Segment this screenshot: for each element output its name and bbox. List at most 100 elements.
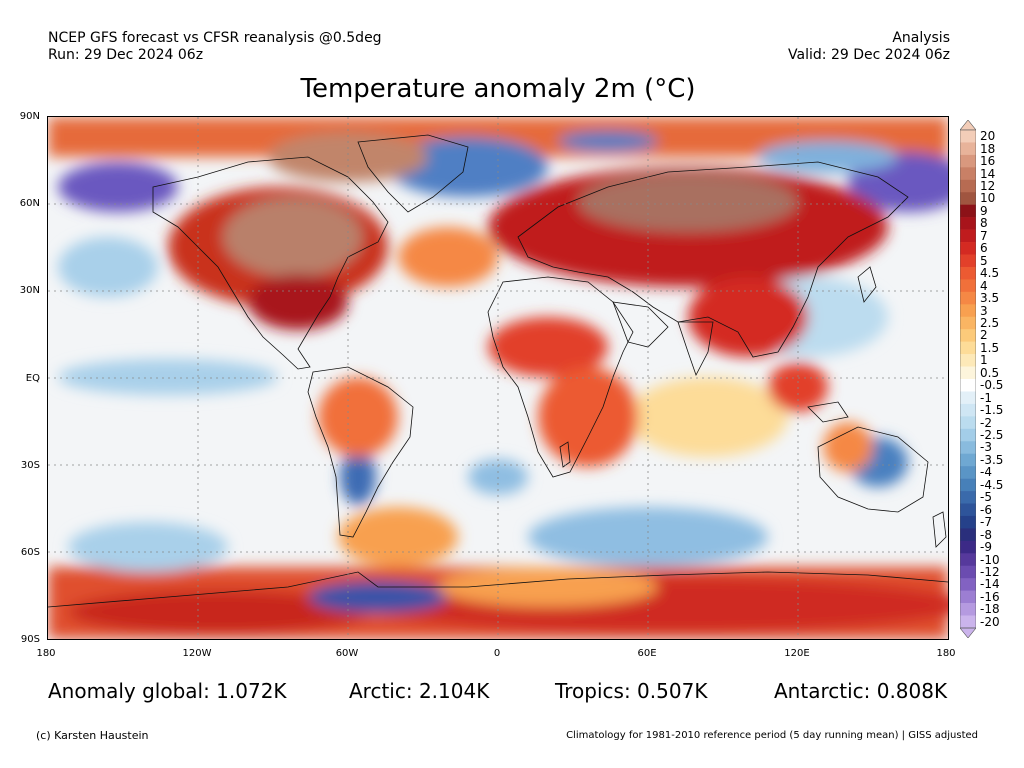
colorbar-swatch [960,142,976,156]
lon-label-60w: 60W [335,648,359,659]
colorbar-label: 9 [980,203,988,218]
colorbar-label: -4 [980,465,992,480]
lon-label-60e: 60E [637,648,657,659]
lon-label-180w: 180 [36,648,56,659]
lat-label-30n: 30N [19,285,40,296]
lon-label-180e: 180 [936,648,956,659]
colorbar-swatch [960,503,976,517]
colorbar-swatch [960,466,976,479]
colorbar-swatch [960,204,976,218]
colorbar-swatch [960,379,976,392]
lon-label-120w: 120W [182,648,212,659]
colorbar-swatch [960,441,976,454]
colorbar-swatch [960,478,976,492]
run-time: Run: 29 Dec 2024 06z [48,47,204,63]
colorbar-label: -3 [980,440,992,455]
colorbar-label: -5 [980,490,992,505]
colorbar-label: -0.5 [980,378,1004,393]
anomaly-stats: Anomaly global: 1.072K Arctic: 2.104K Tr… [0,679,1024,705]
colorbar-swatch [960,242,976,255]
colorbar-label: 7 [980,228,988,243]
colorbar-swatch [960,266,976,280]
colorbar-swatch [960,615,976,629]
colorbar-swatch [960,553,976,567]
colorbar-swatch [960,528,976,542]
colorbar-label: 20 [980,129,996,144]
colorbar-swatch [960,254,976,268]
colorbar-label: -20 [980,614,1000,629]
colorbar-swatch [960,279,976,293]
lat-label-60s: 60S [20,547,40,558]
colorbar-label: -12 [980,564,1000,579]
colorbar-swatch [960,540,976,554]
stat-tropics: Tropics: 0.507K [555,679,708,703]
colorbar-bottom-arrow [960,627,976,638]
colorbar-swatch [960,354,976,367]
colorbar-swatch [960,590,976,604]
colorbar-label: 5 [980,253,988,268]
colorbar-label: 3.5 [980,291,1000,306]
colorbar-label: 1 [980,353,988,368]
colorbar-top-arrow [960,120,976,131]
colorbar-label: 16 [980,154,996,169]
anomaly-map-graphic [48,117,948,639]
colorbar-swatch [960,304,976,318]
header-left: NCEP GFS forecast vs CFSR reanalysis @0.… [48,30,382,64]
colorbar-swatch [960,403,976,417]
colorbar-swatch [960,565,976,579]
colorbar-label: -4.5 [980,477,1004,492]
lat-label-90s: 90S [20,634,40,645]
colorbar-label: -1.5 [980,403,1004,418]
colorbar-label: -6 [980,502,992,517]
colorbar-label: -16 [980,589,1000,604]
colorbar-label: -9 [980,540,992,555]
graticule [48,117,948,639]
lat-label-eq: EQ [25,373,40,384]
colorbar-swatch [960,316,976,330]
coastlines [48,134,948,608]
colorbar-swatch [960,578,976,591]
colorbar-label: -2.5 [980,428,1004,443]
analysis-label: Analysis [892,30,950,46]
colorbar-label: -14 [980,577,1000,592]
colorbar-label: -10 [980,552,1000,567]
colorbar-label: 18 [980,141,996,156]
colorbar-label: 8 [980,216,988,231]
colorbar-label: -7 [980,515,992,530]
stat-global: Anomaly global: 1.072K [48,679,287,703]
climatology-note: Climatology for 1981-2010 reference peri… [566,730,978,741]
colorbar-swatch [960,428,976,442]
stat-antarctic: Antarctic: 0.808K [774,679,948,703]
anomaly-map [47,116,949,640]
colorbar-label: 0.5 [980,365,1000,380]
colorbar-label: 3 [980,303,988,318]
colorbar-swatch [960,491,976,504]
colorbar-swatch [960,179,976,193]
colorbar-swatch [960,130,976,143]
colorbar-label: 2.5 [980,315,1000,330]
colorbar-label: 10 [980,191,996,206]
colorbar-label: 14 [980,166,996,181]
colorbar-swatch [960,167,976,181]
colorbar-label: 2 [980,328,988,343]
colorbar-swatch [960,154,976,168]
colorbar-label: -1 [980,390,992,405]
colorbar-swatch [960,391,976,405]
colorbar-label: -3.5 [980,452,1004,467]
colorbar-label: 12 [980,179,996,194]
colorbar-swatch [960,192,976,205]
colorbar-frame [960,129,976,629]
colorbar-label: 6 [980,241,988,256]
colorbar-swatch [960,329,976,342]
color-scale-bar [960,120,976,638]
lon-label-120e: 120E [784,648,810,659]
colorbar-swatch [960,291,976,305]
colorbar-swatch [960,341,976,355]
colorbar-swatch [960,416,976,430]
header-right: Analysis Valid: 29 Dec 2024 06z [788,30,950,64]
colorbar-swatch [960,366,976,380]
lat-label-30s: 30S [20,460,40,471]
colorbar-swatch [960,217,976,230]
valid-time: Valid: 29 Dec 2024 06z [788,47,950,63]
colorbar-swatch [960,603,976,616]
